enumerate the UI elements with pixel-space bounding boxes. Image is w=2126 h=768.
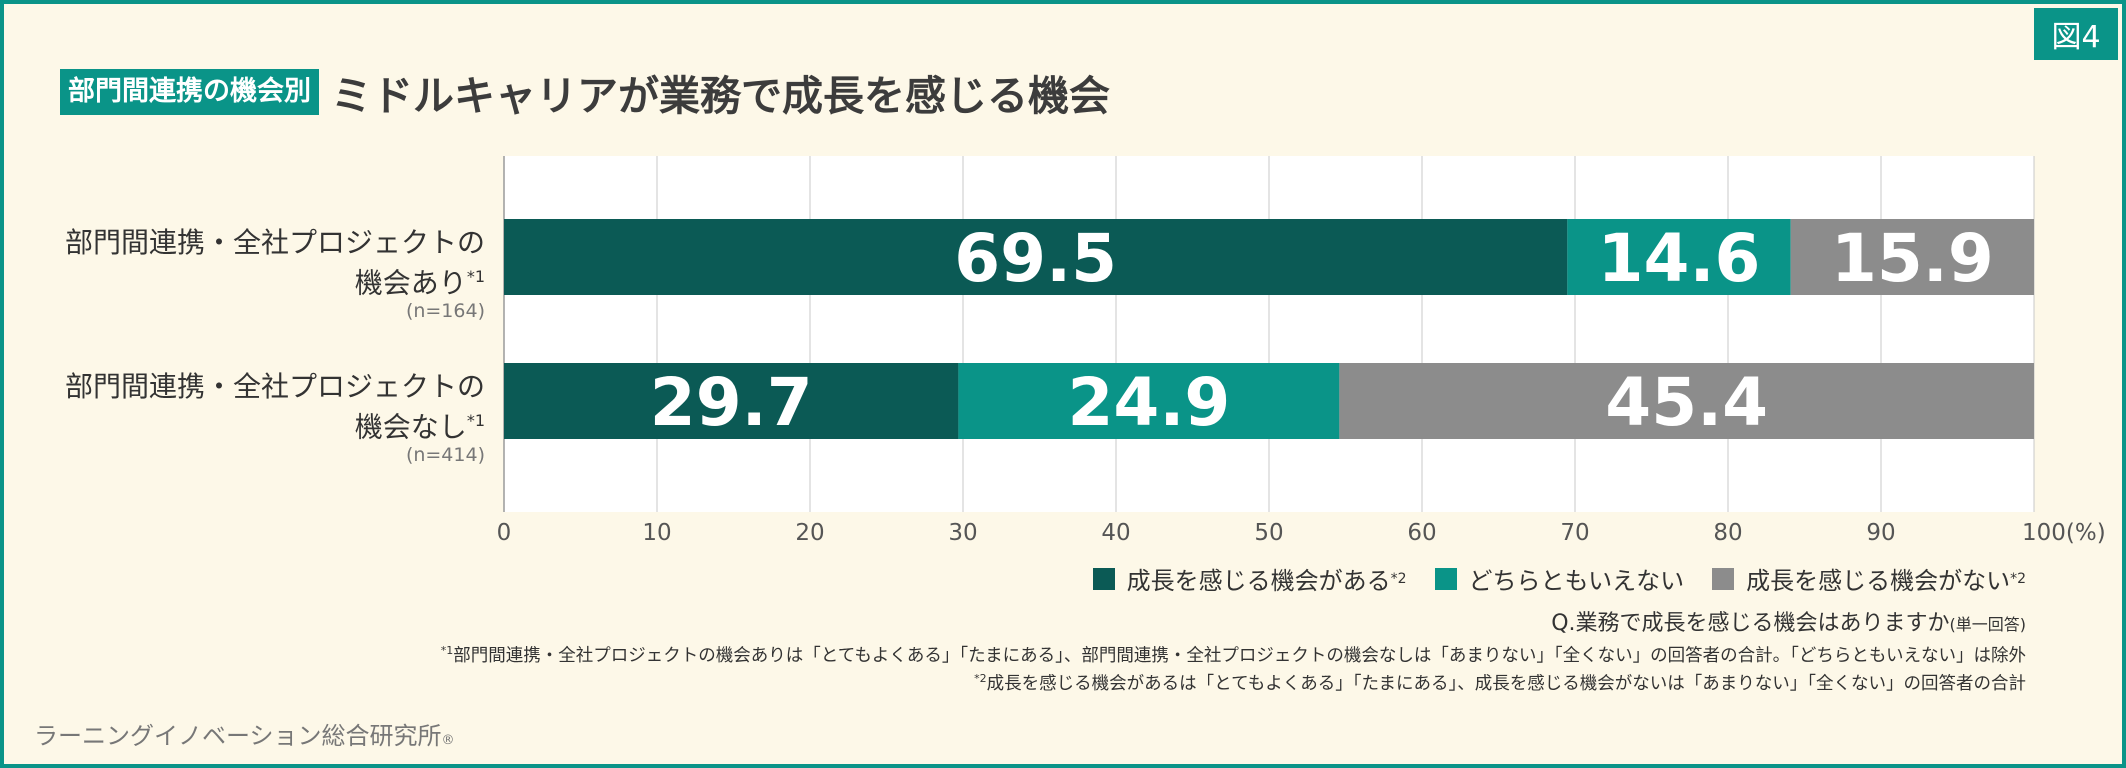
x-tick-label: 100(%) xyxy=(2022,520,2106,546)
survey-question-text: Q.業務で成長を感じる機会はありますか xyxy=(1551,611,1950,636)
x-tick-label: 10 xyxy=(642,520,671,546)
bar-segment xyxy=(958,363,1340,439)
legend-label-negative: 成長を感じる機会がない xyxy=(1746,567,2011,595)
footer-brand: ラーニングイノベーション総合研究所® xyxy=(34,716,455,751)
title-main: ミドルキャリアが業務で成長を感じる機会 xyxy=(331,72,1110,120)
x-tick-label: 70 xyxy=(1560,520,1589,546)
bar-segment xyxy=(504,363,959,439)
legend-item-neutral: どちらともいえない xyxy=(1434,561,1685,596)
footnote-2-mark: *2 xyxy=(974,672,987,686)
legend-mark-negative: *2 xyxy=(2010,570,2026,587)
registered-mark: ® xyxy=(441,733,455,748)
legend-label-neutral: どちらともいえない xyxy=(1468,567,1685,595)
data-label: 14.6 xyxy=(1598,220,1761,297)
category-label-row2-mark: *1 xyxy=(466,411,485,430)
survey-question: Q.業務で成長を感じる機会はありますか(単一回答) xyxy=(1551,605,2026,637)
bar-segment xyxy=(1567,219,1791,295)
sample-size-row1: (n=164) xyxy=(405,300,485,322)
category-label-row1: 部門間連携・全社プロジェクトの 機会あり*1 xyxy=(65,226,485,300)
data-label: 45.4 xyxy=(1605,364,1768,441)
sample-size-row2: (n=414) xyxy=(405,444,485,466)
bar-chart: 0 10 20 30 40 50 60 70 80 90 100(%) 69.5 14.6 15.9 29.… xyxy=(497,156,2106,546)
legend: 成長を感じる機会がある *2 どちらともいえない 成長を感じる機会がない *2 xyxy=(1065,561,2026,596)
footnote-1-mark: *1 xyxy=(440,644,454,658)
bar-segment xyxy=(1790,219,2034,295)
category-label-row1-mark: *1 xyxy=(466,267,485,286)
x-tick-label: 50 xyxy=(1254,520,1283,546)
x-tick-label: 80 xyxy=(1713,520,1742,546)
data-label: 29.7 xyxy=(650,364,813,441)
category-label-row2-line1: 部門間連携・全社プロジェクトの xyxy=(64,370,485,403)
footnote-2: *2成長を感じる機会があるは「とてもよくある」「たまにある」、成長を感じる機会が… xyxy=(974,670,2026,695)
footnote-1-text: 部門間連携・全社プロジェクトの機会ありは「とてもよくある」「たまにある」、部門間… xyxy=(453,646,2026,666)
footnote-1: *1部門間連携・全社プロジェクトの機会ありは「とてもよくある」「たまにある」、部… xyxy=(441,642,2026,667)
bar-segment xyxy=(1339,363,2034,439)
footer-brand-name: ラーニングイノベーション総合研究所 xyxy=(34,722,442,750)
title-tag: 部門間連携の機会別 xyxy=(60,69,319,115)
category-label-row2-line2: 機会なし xyxy=(354,410,467,444)
x-tick-label: 30 xyxy=(948,520,977,546)
figure-frame: 図4 部門間連携の機会別 ミドルキャリアが業務で成長を感じる機会 0 10 20 30… xyxy=(4,4,2122,764)
x-tick-label: 0 xyxy=(497,520,512,546)
legend-mark-positive: *2 xyxy=(1390,570,1407,587)
legend-item-positive: 成長を感じる機会がある *2 xyxy=(1092,561,1407,596)
x-tick-label: 40 xyxy=(1101,520,1130,546)
bar-segment xyxy=(504,219,1568,295)
legend-swatch-neutral xyxy=(1434,567,1457,590)
legend-label-positive: 成長を感じる機会がある xyxy=(1126,567,1391,595)
category-label-row1-line2: 機会あり xyxy=(354,266,467,300)
x-tick-label: 90 xyxy=(1866,520,1895,546)
category-label-row2: 部門間連携・全社プロジェクトの 機会なし*1 xyxy=(65,370,485,444)
footnote-2-text: 成長を感じる機会があるは「とてもよくある」「たまにある」、成長を感じる機会がない… xyxy=(986,674,2026,694)
data-label: 69.5 xyxy=(954,220,1117,297)
figure-number-badge: 図4 xyxy=(2034,8,2118,60)
chart-title: 部門間連携の機会別 ミドルキャリアが業務で成長を感じる機会 xyxy=(60,62,1110,122)
category-label-row1-line1: 部門間連携・全社プロジェクトの xyxy=(64,226,485,259)
x-tick-label: 20 xyxy=(795,520,824,546)
legend-swatch-positive xyxy=(1092,567,1115,590)
legend-item-negative: 成長を感じる機会がない *2 xyxy=(1712,561,2026,596)
legend-swatch-negative xyxy=(1712,567,1735,590)
x-tick-label: 60 xyxy=(1407,520,1436,546)
data-label: 24.9 xyxy=(1067,364,1230,441)
survey-question-note: (単一回答) xyxy=(1949,615,2027,634)
data-label: 15.9 xyxy=(1831,220,1994,297)
